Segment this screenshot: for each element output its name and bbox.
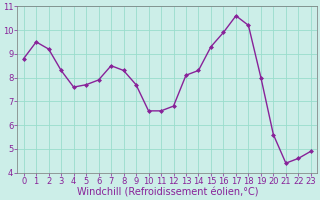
X-axis label: Windchill (Refroidissement éolien,°C): Windchill (Refroidissement éolien,°C): [76, 187, 258, 197]
